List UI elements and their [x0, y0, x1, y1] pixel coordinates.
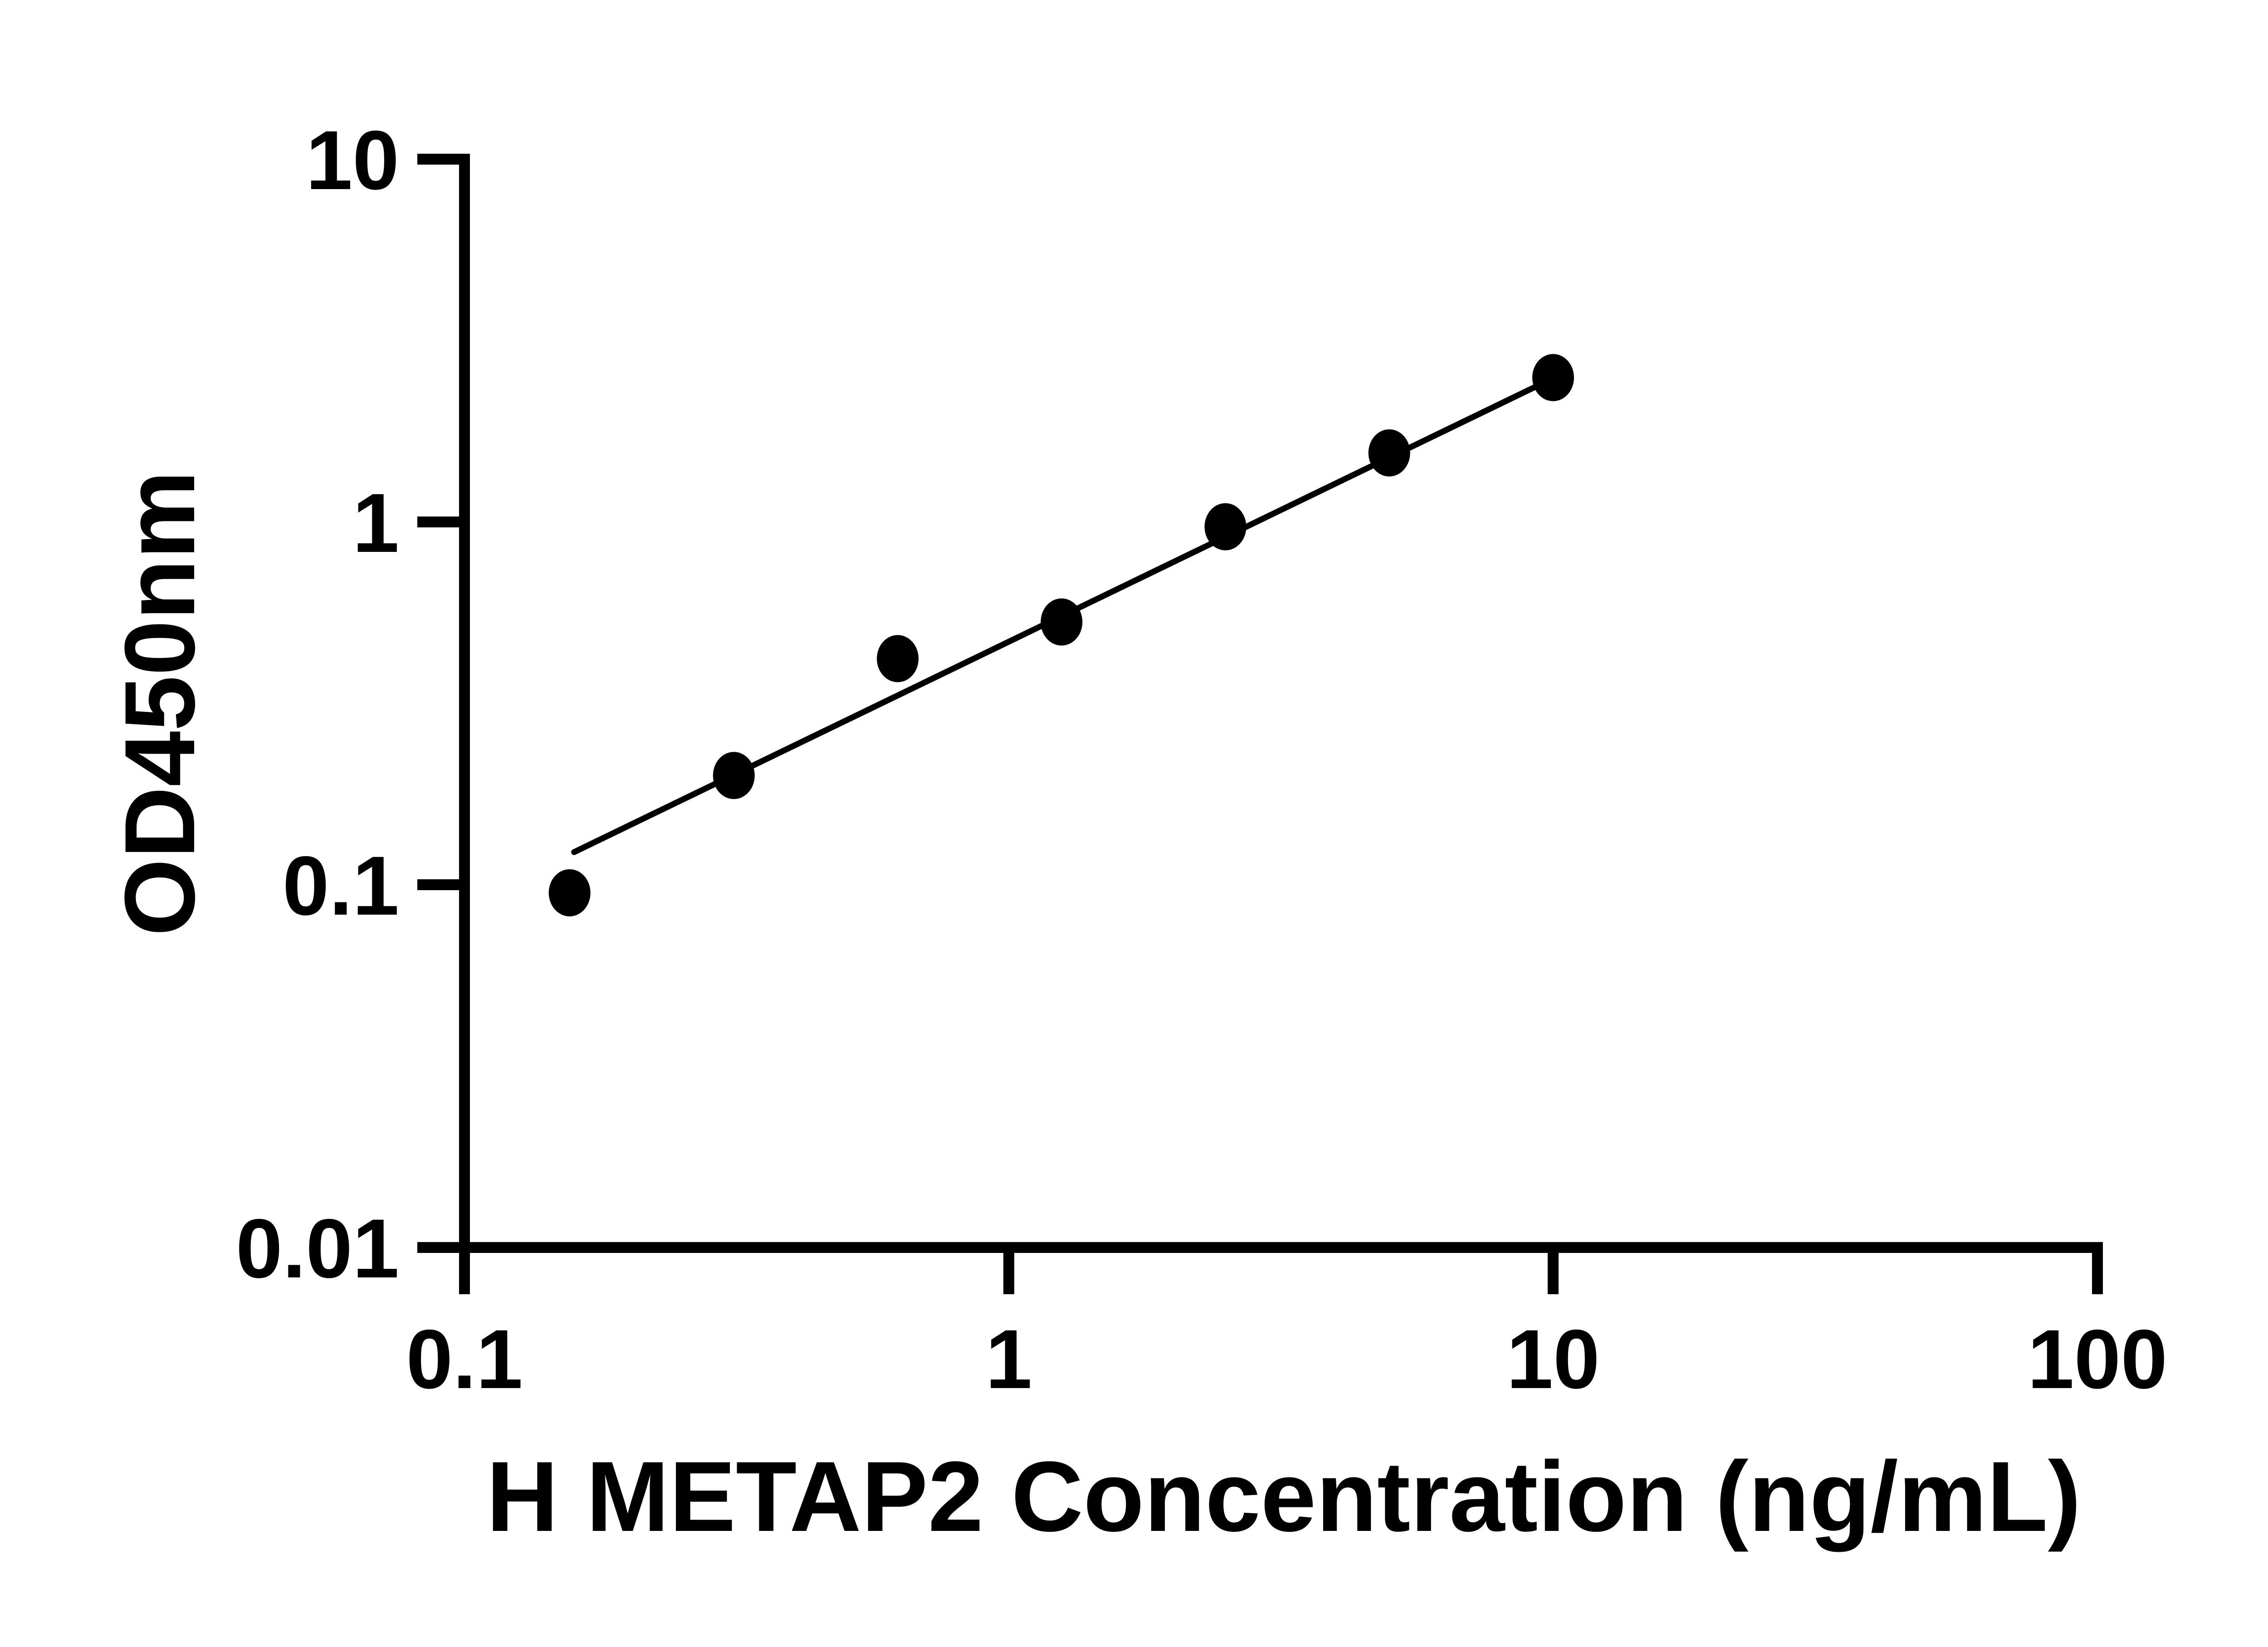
x-axis-title: H METAP2 Concentration (ng/mL) [486, 1441, 2081, 1552]
x-axis-tick-label: 100 [2028, 1313, 2168, 1406]
y-axis-tick-label: 10 [306, 114, 399, 207]
y-axis-tick-label: 1 [352, 477, 399, 570]
data-point [548, 869, 591, 916]
x-axis-tick-label: 0.1 [406, 1313, 523, 1406]
x-axis-tick-label: 10 [1506, 1313, 1600, 1406]
y-axis-title: OD450nm [104, 470, 215, 936]
y-axis-tick-label: 0.1 [283, 839, 399, 933]
data-point [1532, 354, 1574, 401]
data-point [1368, 429, 1410, 477]
y-axis-tick-label: 0.01 [236, 1202, 399, 1296]
x-axis-tick-label: 1 [986, 1313, 1032, 1406]
elisa-standard-curve-figure: 0.01 0.1 1 10 0.1 1 10 100 H METAP2 Concentrati… [18, 7, 2268, 1640]
data-point [713, 752, 755, 799]
data-point [1204, 503, 1246, 551]
data-point [877, 635, 919, 682]
data-point [1041, 598, 1083, 646]
